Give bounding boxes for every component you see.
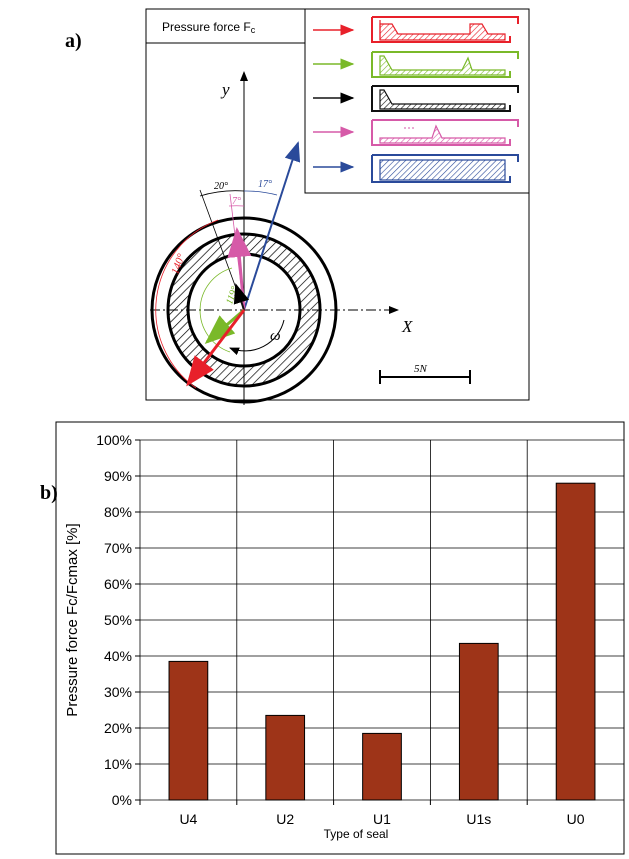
vector-u0 — [243, 141, 301, 311]
force-vectors — [186, 141, 301, 387]
rotation-arc — [229, 319, 285, 356]
y-tick-label: 60% — [104, 576, 132, 592]
y-tick-label: 90% — [104, 468, 132, 484]
angle-20-label: 20° — [214, 181, 228, 192]
x-tick-label: U0 — [567, 811, 585, 827]
scale-bar — [379, 370, 471, 384]
x-axis-label: X — [401, 317, 413, 336]
panel-b-label: b) — [40, 482, 58, 504]
legend-row-u4 — [313, 16, 519, 43]
y-axis-label: y — [220, 80, 230, 99]
bar-u2 — [265, 714, 306, 801]
pressure-force-diagram: Pressure force Fc — [145, 8, 530, 405]
y-tick-label: 30% — [104, 684, 132, 700]
x-tick-label: U1s — [466, 811, 491, 827]
y-tick-label: 0% — [112, 792, 132, 808]
y-tick-label: 80% — [104, 504, 132, 520]
bar-u1 — [362, 732, 402, 801]
y-tick-label: 10% — [104, 756, 132, 772]
legend-title: Pressure force Fc — [162, 20, 256, 35]
x-axis-title: Type of seal — [324, 827, 389, 841]
angle-119-label: 119° — [224, 285, 241, 306]
omega-label: ω — [270, 328, 281, 344]
y-tick-label: 100% — [96, 432, 132, 448]
y-tick-label: 70% — [104, 540, 132, 556]
x-tick-label: U2 — [276, 811, 294, 827]
scale-label: 5N — [414, 363, 428, 375]
panel-a-label: a) — [65, 30, 82, 52]
bar-u4 — [168, 660, 209, 801]
legend-title-box — [145, 8, 306, 44]
vector-u2 — [204, 308, 245, 344]
y-axis-title: Pressure force Fc/Fcmax [%] — [64, 523, 81, 716]
vector-u4 — [186, 309, 246, 387]
angle-140-arc — [155, 219, 219, 389]
angle-17-arc — [243, 190, 278, 196]
legend-row-u1s — [313, 119, 519, 146]
angle-17-label: 17° — [258, 179, 272, 190]
chart-bars — [168, 482, 596, 801]
y-tick-label: 20% — [104, 720, 132, 736]
x-tick-label: U4 — [179, 811, 197, 827]
legend-row-u0 — [313, 154, 519, 183]
x-tick-label: U1 — [373, 811, 391, 827]
y-tick-label: 40% — [104, 648, 132, 664]
chart-grid — [135, 439, 625, 805]
y-tick-labels: 0% 10% 20% 30% 40% 50% 60% 70% 80% 90% 100% — [96, 432, 132, 808]
legend-row-u2 — [313, 51, 519, 78]
angle-7-label: 7° — [232, 196, 241, 207]
pressure-force-bar-chart: 0% 10% 20% 30% 40% 50% 60% 70% 80% 90% 100% U4 U2 U1… — [55, 421, 625, 855]
angle-20-arc — [199, 190, 245, 197]
vector-u1 — [233, 283, 250, 311]
x-tick-labels: U4 U2 U1 U1s U0 — [179, 811, 584, 827]
y-tick-label: 50% — [104, 612, 132, 628]
chart-frame — [55, 421, 625, 855]
legend-row-u1 — [313, 85, 519, 112]
bar-u0 — [555, 482, 596, 801]
bar-u1s — [458, 642, 499, 801]
